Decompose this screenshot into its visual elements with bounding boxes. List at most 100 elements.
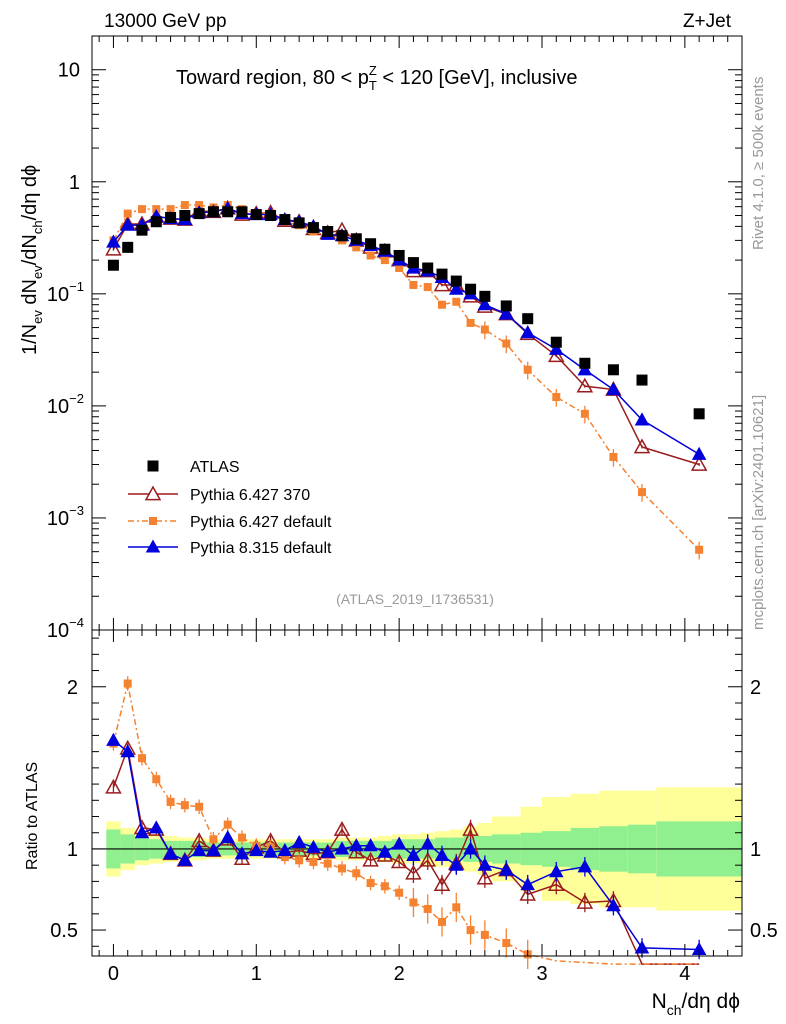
marker-p6-default (609, 452, 618, 461)
ratio-marker-p6-370 (362, 851, 379, 867)
ratio-marker-p8 (577, 859, 593, 873)
series-line-p6-370 (112, 207, 700, 466)
ratio-tick-label-left: 2 (67, 677, 78, 699)
marker-p6-default (480, 325, 489, 334)
data-point (336, 230, 348, 242)
x-tick-label: 2 (394, 963, 405, 985)
y-tick-label: 10−4 (47, 615, 84, 642)
x-axis-label: Nch/dη dϕ (652, 990, 740, 1018)
ratio-marker-p8 (363, 838, 378, 852)
ratio-marker-p8 (463, 841, 478, 855)
data-point (165, 212, 177, 224)
ratio-marker-p6-default (209, 835, 218, 844)
marker-p8 (606, 381, 621, 396)
ratio-line-p6-default (112, 683, 700, 965)
ratio-marker-p8 (449, 857, 464, 871)
marker-p6-370 (548, 347, 565, 363)
ratio-marker-p6-default (223, 820, 232, 829)
marker-p6-default (180, 201, 189, 210)
ratio-marker-p8 (191, 843, 207, 857)
legend-marker-p6-default (149, 517, 157, 525)
data-point (636, 374, 648, 386)
legend-marker-p8 (145, 539, 161, 553)
data-point (365, 238, 377, 250)
legend-label: Pythia 8.315 default (190, 540, 332, 557)
x-tick-label: 0 (108, 963, 119, 985)
ratio-marker-p8 (249, 843, 264, 857)
ratio-marker-p6-default (352, 869, 361, 878)
marker-p6-370 (576, 377, 594, 393)
ratio-tick-label-left: 0.5 (50, 920, 78, 942)
data-point (465, 283, 477, 295)
ratio-marker-p6-default (195, 802, 204, 811)
ratio-marker-p8 (549, 864, 564, 878)
marker-p6-default (695, 545, 704, 554)
legend: ATLAS Pythia 6.427 370 Pythia 6.427 defaul… (128, 459, 332, 557)
marker-p8 (499, 306, 514, 320)
y-axis-label: 1/Nev dNev/dNch/dη dϕ (19, 165, 45, 355)
series-p6-default (109, 201, 704, 560)
ratio-tick-label-right: 2 (750, 677, 761, 699)
ratio-marker-p6-370 (548, 876, 565, 891)
y-tick-label: 10−2 (47, 391, 84, 418)
data-point (193, 208, 205, 220)
marker-p6-default (166, 205, 175, 214)
data-point (550, 336, 562, 348)
marker-p6-default (438, 300, 446, 309)
marker-p8 (106, 234, 121, 248)
marker-p8 (634, 412, 650, 426)
ratio-marker-p8 (406, 847, 421, 861)
marker-p6-default (138, 205, 146, 214)
data-point (350, 233, 362, 245)
ratio-marker-p6-370 (433, 876, 451, 891)
marker-p6-default (366, 251, 375, 260)
y-tick-label: 10 (58, 60, 80, 82)
marker-p6-default (423, 283, 432, 292)
ratio-marker-p8 (434, 847, 450, 861)
data-point (522, 313, 534, 325)
ratio-marker-p6-default (380, 882, 389, 891)
ratio-marker-p8 (106, 732, 121, 746)
ratio-marker-p8 (149, 820, 164, 834)
data-point (693, 408, 705, 420)
data-point (393, 249, 405, 261)
marker-p8 (120, 217, 135, 231)
marker-p6-default (580, 409, 589, 418)
ratio-marker-p8 (263, 844, 278, 858)
ratio-marker-p6-default (452, 903, 461, 912)
data-point (579, 357, 591, 369)
ratio-marker-p6-default (123, 679, 132, 688)
ratio-marker-p8 (277, 843, 293, 857)
ratio-marker-p6-370 (348, 843, 365, 859)
mcplots-label: mcplots.cern.ch [arXiv:2401.10621] (750, 395, 767, 630)
legend-label: ATLAS (190, 459, 240, 476)
series-p6-370 (105, 199, 708, 471)
ratio-marker-p6-default (423, 904, 432, 913)
marker-p6-default (123, 209, 132, 218)
x-tick-label: 1 (251, 963, 262, 985)
data-point (500, 300, 512, 312)
ratio-marker-p8 (291, 834, 307, 849)
ratio-series-p8 (106, 732, 707, 960)
ratio-marker-p6-370 (405, 864, 422, 880)
marker-p6-370 (690, 455, 708, 471)
data-point (179, 210, 191, 222)
data-point (436, 268, 448, 280)
ratio-axes: 0 1 2 3 4 0.5 0.5 1 1 2 2 (50, 630, 778, 985)
data-point (607, 364, 619, 376)
ratio-marker-p8 (306, 839, 321, 853)
legend-label: Pythia 6.427 default (190, 514, 332, 531)
ratio-marker-p6-default (295, 856, 304, 865)
plot-title: Toward region, 80 < pZ T < 120 [GeV], inc… (176, 63, 577, 93)
marker-p8 (577, 362, 593, 376)
data-point (250, 209, 262, 221)
ratio-marker-p6-default (502, 939, 511, 948)
energy-label: 13000 GeV pp (104, 11, 227, 32)
ratio-marker-p8 (234, 846, 250, 860)
ratio-marker-p6-370 (105, 778, 122, 794)
series-line-p8 (112, 207, 700, 455)
marker-p6-default (352, 243, 361, 252)
ratio-marker-p6-370 (462, 820, 479, 836)
marker-p8 (520, 325, 535, 339)
data-point (107, 259, 119, 271)
